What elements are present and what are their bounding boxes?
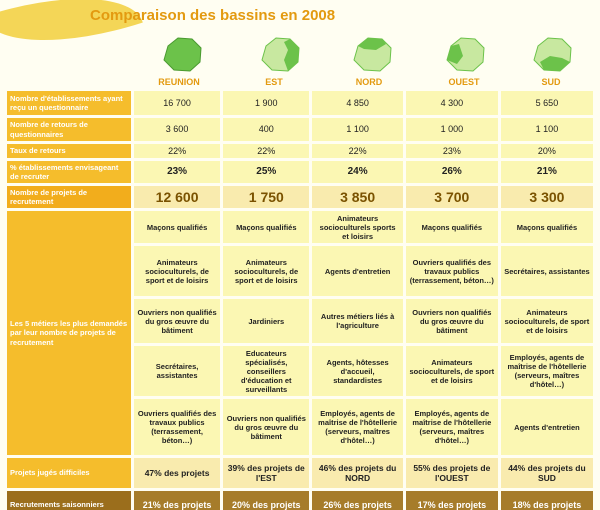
table-cell: Animateurs socioculturels, de sport et d… <box>405 346 498 396</box>
table-cell: Agents, hôtesses d'accueil, standardiste… <box>312 346 403 396</box>
table-row: Taux de retours 22% 22% 22% 23% 20% <box>7 144 593 158</box>
table-cell: 21% <box>500 161 593 183</box>
table-cell: 4 300 <box>405 91 498 115</box>
table-row: Nombre d'établissements ayant reçu un qu… <box>7 91 593 115</box>
table-cell: 46% des projets du NORD <box>312 458 403 488</box>
table-cell: Ouvriers qualifiés des travaux publics (… <box>134 399 221 455</box>
region-header-est: EST <box>265 77 283 87</box>
table-cell: Jardiniers <box>223 299 310 343</box>
table-cell: Maçons qualifiés <box>405 211 498 243</box>
table-cell: 47% des projets <box>134 458 221 488</box>
table-cell: 12 600 <box>134 186 221 208</box>
region-header-reunion: REUNION <box>158 77 200 87</box>
page-title: Comparaison des bassins en 2008 <box>90 7 336 24</box>
row-label: Recrutements saisonniers <box>7 491 131 510</box>
table-cell: Ouvriers qualifiés des travaux publics (… <box>405 246 498 296</box>
table-row: Ouvriers qualifiés des travaux publics (… <box>7 399 593 455</box>
table-cell: 3 700 <box>405 186 498 208</box>
table-cell: 24% <box>312 161 403 183</box>
table-cell: 22% <box>223 144 310 158</box>
table-cell: 18% des projets <box>500 491 593 510</box>
row-label: Nombre de projets de recrutement <box>7 186 131 208</box>
table-cell: 1 900 <box>223 91 310 115</box>
comparison-table: Nombre d'établissements ayant reçu un qu… <box>4 88 596 510</box>
table-cell: 400 <box>223 118 310 141</box>
table-row: Nombre de retours de questionnaires 3 60… <box>7 118 593 141</box>
table-cell: Secrétaires, assistantes <box>500 246 593 296</box>
table-cell: Ouvriers non qualifiés du gros œuvre du … <box>405 299 498 343</box>
row-label: % établissements envisageant de recruter <box>7 161 131 183</box>
table-row: Secrétaires, assistantes Educateurs spéc… <box>7 346 593 396</box>
table-cell: 55% des projets de l'OUEST <box>405 458 498 488</box>
table-cell: 1 100 <box>500 118 593 141</box>
table-row: Ouvriers non qualifiés du gros œuvre du … <box>7 299 593 343</box>
table-cell: 5 650 <box>500 91 593 115</box>
table-cell: Employés, agents de maîtrise de l'hôtell… <box>405 399 498 455</box>
table-cell: Ouvriers non qualifiés du gros œuvre du … <box>134 299 221 343</box>
row-label: Les 5 métiers les plus demandés par leur… <box>7 211 131 455</box>
table-cell: Ouvriers non qualifiés du gros œuvre du … <box>223 399 310 455</box>
table-cell: 21% des projets <box>134 491 221 510</box>
table-cell: 22% <box>134 144 221 158</box>
region-header-nord: NORD <box>355 77 383 87</box>
table-row: Les 5 métiers les plus demandés par leur… <box>7 211 593 455</box>
reunion-map-icon <box>163 37 202 72</box>
table-row: Animateurs socioculturels, de sport et d… <box>7 246 593 296</box>
table-cell: 23% <box>405 144 498 158</box>
table-row: Recrutements saisonniers 21% des projets… <box>7 491 593 510</box>
table-row: % établissements envisageant de recruter… <box>7 161 593 183</box>
table-cell: 39% des projets de l'EST <box>223 458 310 488</box>
table-cell: Educateurs spécialisés, conseillers d'éd… <box>223 346 310 396</box>
row-label: Nombre d'établissements ayant reçu un qu… <box>7 91 131 115</box>
table-cell: Animateurs socioculturels, de sport et d… <box>223 246 310 296</box>
table-cell: 44% des projets du SUD <box>500 458 593 488</box>
table-cell: 26% <box>405 161 498 183</box>
table-cell: 3 850 <box>312 186 403 208</box>
table-cell: Autres métiers liés à l'agriculture <box>312 299 403 343</box>
table-cell: 1 000 <box>405 118 498 141</box>
table-cell: 23% <box>134 161 221 183</box>
row-label: Nombre de retours de questionnaires <box>7 118 131 141</box>
region-header-sud: SUD <box>541 77 561 87</box>
table-cell: 20% des projets <box>223 491 310 510</box>
region-header-ouest: OUEST <box>448 77 480 87</box>
table-cell: 1 100 <box>312 118 403 141</box>
nord-map-icon <box>353 37 392 72</box>
table-cell: Animateurs socioculturels, de sport et d… <box>500 299 593 343</box>
table-cell: Maçons qualifiés <box>500 211 593 243</box>
sud-map-icon <box>533 37 572 72</box>
table-cell: Agents d'entretien <box>312 246 403 296</box>
table-cell: 3 300 <box>500 186 593 208</box>
table-cell: Maçons qualifiés <box>134 211 221 243</box>
table-cell: 20% <box>500 144 593 158</box>
table-cell: 4 850 <box>312 91 403 115</box>
table-cell: Maçons qualifiés <box>223 211 310 243</box>
table-cell: 17% des projets <box>405 491 498 510</box>
row-label: Taux de retours <box>7 144 131 158</box>
table-row: Projets jugés difficiles 47% des projets… <box>7 458 593 488</box>
row-label: Projets jugés difficiles <box>7 458 131 488</box>
table-cell: Animateurs socioculturels sports et lois… <box>312 211 403 243</box>
table-cell: 22% <box>312 144 403 158</box>
table-cell: 3 600 <box>134 118 221 141</box>
table-cell: Agents d'entretien <box>500 399 593 455</box>
table-cell: 16 700 <box>134 91 221 115</box>
table-cell: 25% <box>223 161 310 183</box>
table-cell: Employés, agents de maîtrise de l'hôtell… <box>500 346 593 396</box>
est-map-icon <box>261 37 300 72</box>
table-cell: Secrétaires, assistantes <box>134 346 221 396</box>
table-cell: 26% des projets <box>312 491 403 510</box>
table-cell: 1 750 <box>223 186 310 208</box>
ouest-map-icon <box>446 37 485 72</box>
table-cell: Animateurs socioculturels, de sport et d… <box>134 246 221 296</box>
table-cell: Employés, agents de maîtrise de l'hôtell… <box>312 399 403 455</box>
table-row: Nombre de projets de recrutement 12 600 … <box>7 186 593 208</box>
